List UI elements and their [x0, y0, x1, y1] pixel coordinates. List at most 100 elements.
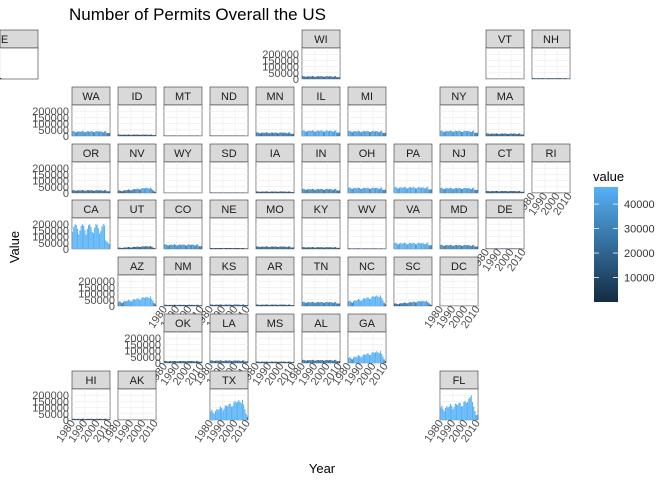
- facet-ut: UT: [117, 199, 157, 250]
- bar: [442, 409, 444, 420]
- bar: [321, 76, 323, 79]
- bar: [280, 191, 282, 193]
- bar: [166, 245, 168, 249]
- bar: [147, 246, 149, 249]
- bar: [278, 133, 280, 136]
- bar: [561, 78, 563, 79]
- bar: [102, 190, 104, 193]
- bar: [219, 304, 221, 306]
- bar: [279, 304, 281, 306]
- bar: [291, 192, 293, 193]
- bar: [330, 188, 332, 193]
- bar: [279, 191, 281, 193]
- bar: [75, 224, 77, 249]
- bar: [517, 133, 520, 136]
- bar: [259, 304, 261, 306]
- facet-panel: [439, 161, 479, 194]
- bar: [510, 190, 512, 193]
- bar: [306, 247, 309, 249]
- bar: [192, 135, 194, 136]
- bar: [243, 192, 245, 193]
- bar: [417, 301, 419, 306]
- bar: [290, 247, 292, 249]
- facet-label: FL: [453, 375, 466, 387]
- bar: [184, 361, 186, 363]
- bar: [194, 305, 196, 306]
- bar: [302, 301, 304, 306]
- bar: [338, 190, 340, 193]
- bar: [368, 131, 370, 136]
- bar: [171, 244, 173, 249]
- bar: [172, 244, 174, 249]
- bar: [460, 406, 462, 420]
- bar: [272, 191, 274, 193]
- bar: [281, 361, 283, 363]
- bar: [351, 359, 353, 363]
- bar: [168, 244, 171, 249]
- bar: [122, 134, 125, 136]
- bar: [302, 130, 304, 136]
- bar: [476, 415, 478, 420]
- bar: [92, 232, 94, 249]
- bar: [335, 301, 337, 306]
- bar: [418, 242, 420, 249]
- bar: [258, 191, 260, 193]
- bar: [276, 304, 278, 306]
- bar: [536, 78, 539, 79]
- bar: [289, 361, 291, 363]
- bar: [498, 134, 500, 136]
- bar: [359, 355, 361, 363]
- bar: [226, 248, 228, 249]
- bar: [365, 354, 367, 363]
- bar: [149, 134, 152, 136]
- bar: [331, 131, 333, 136]
- bar: [183, 135, 185, 136]
- bar: [403, 302, 405, 306]
- bar: [211, 304, 213, 306]
- bar: [274, 361, 276, 363]
- bar: [417, 187, 419, 193]
- bar: [245, 413, 247, 420]
- bar: [222, 248, 224, 249]
- bar: [327, 189, 329, 193]
- bar: [222, 410, 224, 420]
- bar: [337, 132, 339, 136]
- bar: [273, 246, 275, 249]
- bar: [359, 248, 361, 249]
- bar: [106, 419, 108, 420]
- bar: [232, 406, 234, 420]
- bar: [187, 135, 189, 136]
- facet-panel: [163, 104, 203, 137]
- bar: [72, 131, 74, 136]
- bar: [440, 244, 442, 249]
- bar: [137, 134, 139, 136]
- bar: [229, 403, 231, 420]
- facet-panel: [439, 274, 479, 307]
- bar: [330, 359, 332, 363]
- bar: [333, 189, 336, 193]
- facet-wy: WY: [163, 143, 203, 194]
- bar: [268, 247, 270, 249]
- bar: [292, 305, 294, 306]
- bar: [520, 134, 522, 136]
- bar: [336, 247, 338, 249]
- bar: [550, 78, 552, 79]
- facet-panel: [209, 217, 249, 250]
- facet-panel: [117, 104, 157, 137]
- bar: [240, 361, 242, 363]
- bar: [270, 246, 272, 249]
- bar: [210, 304, 212, 306]
- bar: [211, 409, 213, 420]
- bar: [272, 304, 274, 306]
- bar: [566, 78, 568, 79]
- bar: [259, 361, 261, 363]
- bar: [349, 356, 351, 363]
- bar: [229, 360, 231, 363]
- bar: [449, 244, 451, 249]
- bar: [148, 246, 150, 249]
- chart-title: Number of Permits Overall the US: [69, 5, 326, 24]
- bar: [73, 226, 75, 249]
- bar: [498, 191, 500, 193]
- facet-co: CO: [163, 199, 203, 250]
- bar: [311, 76, 313, 79]
